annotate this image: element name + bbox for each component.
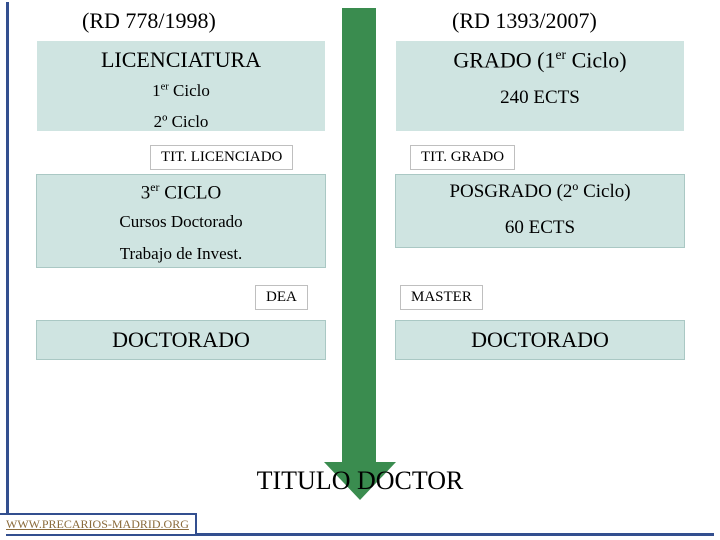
box-doctorado-left: DOCTORADO bbox=[36, 320, 326, 360]
doctorado-right-label: DOCTORADO bbox=[396, 321, 684, 359]
tc-line1: Cursos Doctorado bbox=[37, 204, 325, 235]
box-grado: GRADO (1er Ciclo) 240 ECTS bbox=[395, 40, 685, 132]
lc1-pre: 1 bbox=[152, 81, 161, 100]
doctorado-left-label: DOCTORADO bbox=[37, 321, 325, 359]
licenciatura-ciclo1: 1er Ciclo bbox=[37, 73, 325, 104]
lc1-sup: er bbox=[161, 81, 169, 92]
center-arrow-shaft bbox=[342, 8, 376, 464]
gr-sup: er bbox=[555, 47, 566, 62]
grado-ects: 240 ECTS bbox=[396, 73, 684, 109]
tc-line2: Trabajo de Invest. bbox=[37, 236, 325, 267]
footer-url: WWW.PRECARIOS-MADRID.ORG bbox=[0, 513, 197, 534]
tc-post: CICLO bbox=[159, 182, 221, 203]
licenciatura-title: LICENCIATURA bbox=[37, 41, 325, 73]
tag-tit-licenciado: TIT. LICENCIADO bbox=[150, 145, 293, 170]
gr-pre: GRADO (1 bbox=[453, 47, 555, 72]
box-licenciatura: LICENCIATURA 1er Ciclo 2º Ciclo bbox=[36, 40, 326, 132]
licenciatura-ciclo2: 2º Ciclo bbox=[37, 104, 325, 135]
box-doctorado-right: DOCTORADO bbox=[395, 320, 685, 360]
posgrado-title: POSGRADO (2º Ciclo) bbox=[396, 175, 684, 203]
box-posgrado: POSGRADO (2º Ciclo) 60 ECTS bbox=[395, 174, 685, 248]
titulo-doctor: TITULO DOCTOR bbox=[0, 466, 720, 496]
tag-dea: DEA bbox=[255, 285, 308, 310]
gr-post: Ciclo) bbox=[566, 47, 627, 72]
box-tercer-ciclo: 3er CICLO Cursos Doctorado Trabajo de In… bbox=[36, 174, 326, 268]
header-left: (RD 778/1998) bbox=[82, 8, 216, 34]
header-right: (RD 1393/2007) bbox=[452, 8, 597, 34]
tercer-ciclo-title: 3er CICLO bbox=[37, 175, 325, 204]
tag-tit-grado: TIT. GRADO bbox=[410, 145, 515, 170]
tc-pre: 3 bbox=[141, 182, 151, 203]
lc1-post: Ciclo bbox=[169, 81, 210, 100]
tag-master: MASTER bbox=[400, 285, 483, 310]
posgrado-ects: 60 ECTS bbox=[396, 203, 684, 239]
grado-title: GRADO (1er Ciclo) bbox=[396, 41, 684, 73]
